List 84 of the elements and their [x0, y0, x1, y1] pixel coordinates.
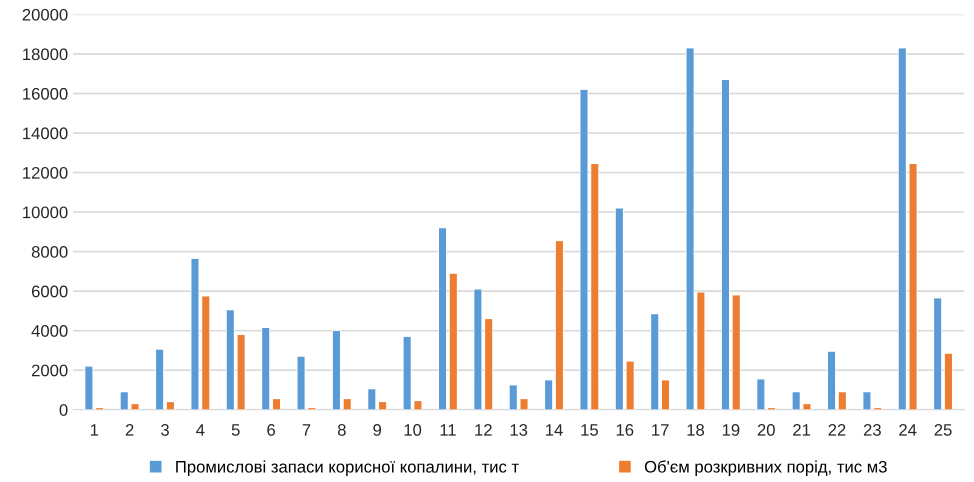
- x-tick-label: 4: [196, 424, 205, 436]
- bar: [202, 296, 210, 410]
- y-tick-label: 18000: [23, 48, 68, 60]
- bar: [756, 378, 766, 410]
- y-tick-label: 12000: [23, 166, 68, 179]
- bar: [838, 392, 847, 410]
- x-tick-label: 6: [267, 424, 275, 436]
- x-tick-label: 16: [616, 424, 634, 436]
- bar: [580, 89, 588, 410]
- bar: [696, 292, 706, 410]
- x-tick-label: 7: [302, 424, 310, 436]
- y-tick-label: 16000: [23, 88, 68, 100]
- bar: [661, 380, 670, 410]
- bar: [802, 403, 812, 410]
- bar: [509, 384, 518, 410]
- y-tick-label: 10000: [23, 206, 68, 218]
- bar: [484, 318, 493, 410]
- legend-label: Об'єм розкривних порід, тис м3: [644, 460, 887, 476]
- x-tick-label: 13: [510, 424, 528, 436]
- bar: [626, 360, 634, 410]
- y-tick-label: 8000: [32, 246, 68, 258]
- bar: [650, 314, 659, 410]
- bar: [342, 398, 352, 410]
- bar: [792, 392, 800, 410]
- x-tick-label: 14: [546, 424, 563, 436]
- x-tick-label: 19: [722, 424, 740, 436]
- bar: [368, 388, 376, 410]
- bar: [944, 353, 953, 410]
- bar: [166, 401, 175, 410]
- x-tick-label: 20: [758, 424, 775, 436]
- bar: [438, 228, 447, 410]
- bar: [686, 48, 694, 410]
- bar: [130, 403, 140, 410]
- x-tick-label: 24: [899, 424, 916, 436]
- bar: [520, 398, 528, 410]
- x-tick-label: 12: [475, 424, 492, 436]
- bar: [190, 258, 200, 410]
- bar: [226, 310, 235, 410]
- bar: [615, 208, 624, 410]
- bar: [732, 294, 740, 410]
- bar: [590, 163, 600, 410]
- x-tick-label: 1: [90, 424, 98, 436]
- bar: [555, 240, 564, 410]
- x-tick-label: 25: [934, 424, 952, 436]
- legend-label: Промислові запаси корисної копалини, тис т: [176, 460, 519, 476]
- x-tick-label: 3: [161, 424, 169, 436]
- bar: [272, 398, 281, 410]
- bar: [449, 272, 458, 410]
- bar: [862, 392, 872, 410]
- bar: [296, 356, 306, 410]
- bar: [908, 163, 918, 410]
- bar: [84, 366, 94, 410]
- bar: [544, 380, 553, 410]
- bar: [332, 330, 341, 410]
- x-tick-label: 18: [687, 424, 704, 436]
- x-tick-label: 21: [793, 424, 810, 436]
- bar: [474, 288, 482, 410]
- x-tick-label: 11: [440, 424, 456, 436]
- y-tick-label: 14000: [23, 127, 68, 140]
- y-tick-label: 2000: [32, 364, 68, 376]
- x-tick-label: 8: [338, 424, 346, 436]
- bar: [827, 351, 836, 410]
- x-tick-label: 10: [404, 424, 422, 436]
- bar: [721, 79, 730, 410]
- bar: [933, 298, 942, 410]
- bar: [155, 349, 164, 410]
- bar: [378, 401, 387, 410]
- x-tick-label: 15: [581, 424, 598, 436]
- bar: [236, 334, 246, 410]
- x-tick-label: 5: [232, 424, 240, 436]
- bar: [898, 48, 907, 410]
- bar: [120, 392, 128, 410]
- y-tick-label: 4000: [32, 325, 68, 337]
- x-tick-label: 17: [652, 424, 669, 436]
- y-tick-label: 6000: [32, 286, 68, 298]
- x-tick-label: 22: [828, 424, 846, 436]
- x-tick-label: 9: [373, 424, 382, 436]
- bar: [261, 327, 270, 410]
- bar: [414, 400, 422, 410]
- x-tick-label: 2: [126, 424, 134, 436]
- y-tick-label: 20000: [22, 8, 68, 21]
- x-tick-label: 23: [864, 424, 881, 436]
- y-tick-label: 0: [60, 404, 68, 416]
- bar: [402, 336, 412, 410]
